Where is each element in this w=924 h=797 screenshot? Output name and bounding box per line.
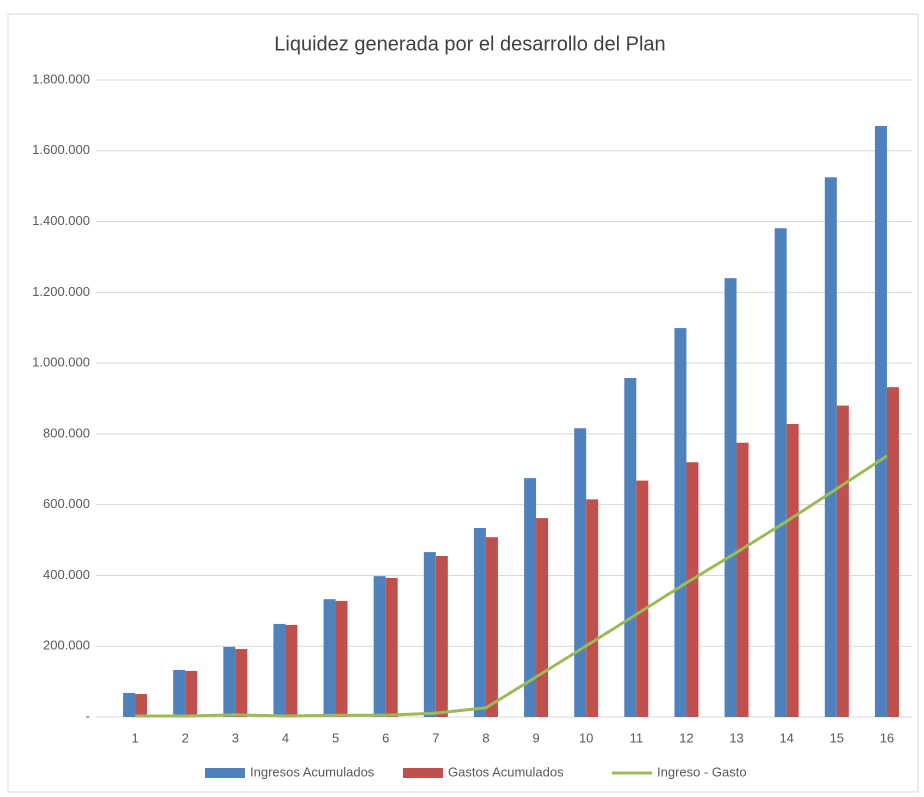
- bar: [724, 278, 737, 717]
- x-tick-label: 2: [182, 730, 189, 745]
- line: [135, 454, 888, 718]
- bar: [636, 480, 649, 717]
- bar: [524, 478, 537, 717]
- bar: [123, 692, 136, 717]
- bar: [185, 670, 198, 717]
- bar: [624, 377, 637, 717]
- bar: [173, 669, 186, 717]
- x-tick-label: 8: [482, 730, 489, 745]
- y-tick-label: 800.000: [43, 425, 90, 440]
- y-tick-label: 600.000: [43, 496, 90, 511]
- x-tick-label: 15: [830, 730, 844, 745]
- bar: [485, 537, 498, 717]
- bar: [285, 624, 298, 717]
- legend-label: Ingresos Acumulados: [250, 764, 375, 779]
- y-tick-label: 200.000: [43, 638, 90, 653]
- bar: [323, 599, 336, 717]
- y-tick-label: -: [86, 708, 90, 723]
- bar: [335, 600, 348, 717]
- bar: [373, 576, 386, 717]
- bar: [586, 499, 599, 717]
- bar: [385, 577, 398, 717]
- y-tick-label: 1.800.000: [32, 71, 90, 86]
- legend-swatch: [205, 768, 245, 778]
- bar: [836, 405, 849, 717]
- bar: [273, 623, 286, 717]
- bar: [223, 646, 236, 717]
- y-tick-label: 1.600.000: [32, 142, 90, 157]
- x-tick-label: 10: [579, 730, 593, 745]
- x-tick-label: 3: [232, 730, 239, 745]
- legend-label: Ingreso - Gasto: [657, 764, 747, 779]
- y-tick-label: 1.400.000: [32, 213, 90, 228]
- bar: [423, 552, 436, 717]
- bar: [786, 423, 799, 717]
- legend-swatch: [403, 768, 443, 778]
- y-tick-label: 1.000.000: [32, 355, 90, 370]
- bar: [135, 693, 148, 717]
- bar: [435, 555, 448, 717]
- x-tick-label: 16: [880, 730, 894, 745]
- x-tick-label: 12: [679, 730, 693, 745]
- bar: [473, 528, 486, 717]
- x-tick-label: 13: [729, 730, 743, 745]
- y-tick-label: 400.000: [43, 567, 90, 582]
- bar: [686, 462, 699, 717]
- legend-label: Gastos Acumulados: [448, 764, 564, 779]
- bar: [874, 126, 887, 717]
- bar: [736, 442, 749, 717]
- bar: [674, 328, 687, 717]
- x-tick-label: 1: [131, 730, 138, 745]
- x-tick-label: 11: [630, 730, 644, 745]
- bar: [536, 518, 549, 717]
- x-tick-label: 7: [432, 730, 439, 745]
- y-tick-label: 1.200.000: [32, 284, 90, 299]
- bar: [774, 228, 787, 717]
- x-tick-label: 4: [282, 730, 289, 745]
- x-tick-label: 6: [382, 730, 389, 745]
- bar: [574, 428, 587, 717]
- bar: [886, 387, 899, 717]
- x-tick-label: 9: [532, 730, 539, 745]
- x-tick-label: 5: [332, 730, 339, 745]
- chart-border: [7, 13, 919, 793]
- bar: [235, 649, 248, 717]
- chart-title: Liquidez generada por el desarrollo del …: [274, 33, 665, 55]
- x-tick-label: 14: [779, 730, 793, 745]
- bar: [824, 177, 837, 717]
